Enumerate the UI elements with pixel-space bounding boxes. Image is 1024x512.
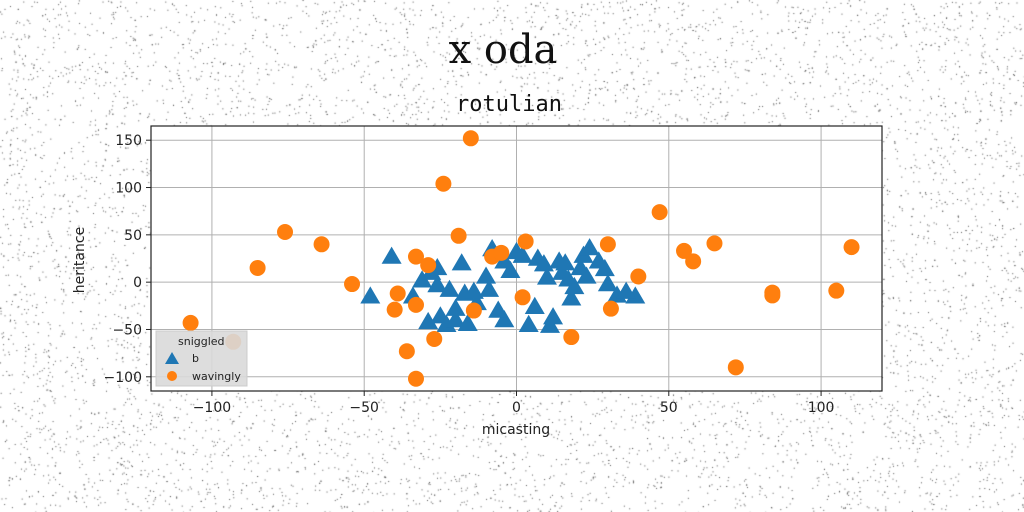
point-marker <box>625 286 646 304</box>
point-marker <box>630 268 647 285</box>
point-marker <box>427 275 448 293</box>
point-marker <box>514 289 531 306</box>
series-b <box>360 238 646 333</box>
point-marker <box>563 329 580 346</box>
point-marker <box>381 246 402 264</box>
x-tick-label: 50 <box>660 400 678 416</box>
legend-marker-wavingly <box>167 371 177 381</box>
y-tick-label: −100 <box>104 370 142 386</box>
point-marker <box>450 227 467 244</box>
point-marker <box>465 302 482 319</box>
point-marker <box>651 204 668 221</box>
point-marker <box>426 330 443 347</box>
point-marker <box>277 224 294 240</box>
point-marker <box>764 287 781 304</box>
figure-suptitle: x oda <box>449 27 558 73</box>
x-tick-label: 0 <box>512 400 521 416</box>
point-marker <box>828 282 845 299</box>
point-marker <box>594 258 615 277</box>
x-tick-label: 100 <box>808 400 835 416</box>
point-marker <box>313 236 330 253</box>
data-markers <box>182 130 860 387</box>
y-tick-label: 100 <box>115 181 142 197</box>
point-marker <box>463 281 484 299</box>
point-marker <box>533 254 554 272</box>
point-marker <box>360 286 381 304</box>
point-marker <box>435 175 452 192</box>
point-marker <box>843 239 860 256</box>
point-marker <box>249 259 266 276</box>
y-tick-label: 150 <box>115 133 142 149</box>
point-marker <box>344 276 361 293</box>
point-marker <box>576 266 597 284</box>
point-marker <box>476 266 497 284</box>
legend-entry-wavingly: wavingly <box>192 370 241 383</box>
point-marker <box>407 370 424 387</box>
point-marker <box>407 248 424 265</box>
point-marker <box>389 285 406 302</box>
grid-lines <box>151 126 882 391</box>
point-marker <box>706 235 723 252</box>
point-marker <box>398 343 415 360</box>
point-marker <box>564 276 585 295</box>
point-marker <box>555 253 576 271</box>
point-marker <box>451 253 472 271</box>
point-marker <box>479 279 500 297</box>
point-marker <box>524 296 545 314</box>
x-tick-label: −100 <box>193 400 231 416</box>
y-tick-label: −50 <box>112 322 142 338</box>
point-marker <box>727 359 744 376</box>
point-marker <box>597 274 618 292</box>
y-tick-label: 50 <box>124 228 142 244</box>
point-marker <box>579 238 600 256</box>
point-marker <box>602 300 619 317</box>
point-marker <box>418 311 439 330</box>
point-marker <box>439 279 460 297</box>
point-marker <box>676 242 693 259</box>
axis-ticks: −100 −50 0 50 100 −100 −50 0 50 100 150 <box>104 133 835 416</box>
point-marker <box>445 298 466 316</box>
point-marker <box>407 296 424 313</box>
point-marker <box>386 301 403 318</box>
point-marker <box>616 281 637 299</box>
point-marker <box>543 307 564 325</box>
y-axis-label: heritance <box>72 227 88 293</box>
legend-entry-b: b <box>192 352 199 365</box>
point-marker <box>445 310 466 328</box>
point-marker <box>182 314 199 331</box>
point-marker <box>493 244 510 261</box>
point-marker <box>518 314 539 332</box>
point-marker <box>599 236 616 253</box>
y-tick-label: 0 <box>133 275 142 291</box>
point-marker <box>536 267 557 285</box>
point-marker <box>494 310 515 328</box>
point-marker <box>685 253 702 270</box>
x-tick-label: −50 <box>349 400 379 416</box>
point-marker <box>457 313 478 332</box>
point-marker <box>420 257 437 274</box>
point-marker <box>500 260 521 279</box>
point-marker <box>488 300 509 318</box>
chart-title: rotulian <box>456 92 562 117</box>
point-marker <box>517 233 534 250</box>
point-marker <box>462 130 479 147</box>
legend-marker-b <box>165 352 179 364</box>
legend: sniggled b wavingly <box>155 330 248 387</box>
point-marker <box>561 288 582 306</box>
point-marker <box>512 245 533 263</box>
x-axis-label: micasting <box>482 422 550 438</box>
legend-title: sniggled <box>178 335 225 348</box>
point-marker <box>436 314 457 332</box>
